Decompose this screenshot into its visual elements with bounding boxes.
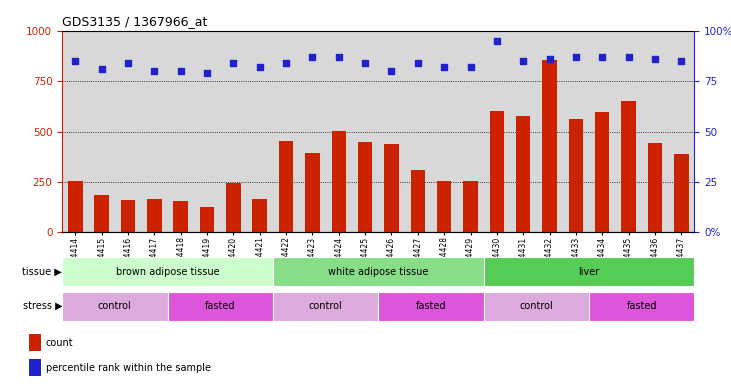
- Point: [122, 60, 134, 66]
- Point: [544, 56, 556, 62]
- Point: [439, 64, 450, 70]
- Text: stress ▶: stress ▶: [23, 301, 62, 311]
- Point: [306, 54, 318, 60]
- Bar: [484, 257, 694, 286]
- Text: percentile rank within the sample: percentile rank within the sample: [46, 362, 211, 373]
- Point: [227, 60, 239, 66]
- Bar: [29, 359, 41, 376]
- Bar: [273, 257, 484, 286]
- Text: control: control: [520, 301, 553, 311]
- Bar: [542, 60, 557, 232]
- Bar: [167, 292, 273, 321]
- Bar: [252, 199, 267, 232]
- Bar: [273, 292, 379, 321]
- Bar: [173, 201, 188, 232]
- Text: control: control: [98, 301, 132, 311]
- Text: count: count: [46, 338, 74, 348]
- Text: tissue ▶: tissue ▶: [23, 266, 62, 277]
- Point: [596, 54, 608, 60]
- Point: [623, 54, 635, 60]
- Point: [175, 68, 186, 74]
- Bar: [569, 119, 583, 232]
- Point: [359, 60, 371, 66]
- Point: [333, 54, 344, 60]
- Bar: [589, 292, 694, 321]
- Text: control: control: [308, 301, 343, 311]
- Bar: [94, 195, 109, 232]
- Text: fasted: fasted: [416, 301, 446, 311]
- Bar: [516, 116, 531, 232]
- Point: [254, 64, 265, 70]
- Bar: [411, 170, 425, 232]
- Point: [69, 58, 81, 64]
- Bar: [463, 181, 478, 232]
- Point: [412, 60, 424, 66]
- Bar: [62, 257, 273, 286]
- Point: [570, 54, 582, 60]
- Bar: [29, 334, 41, 351]
- Bar: [595, 113, 610, 232]
- Point: [465, 64, 477, 70]
- Bar: [332, 131, 346, 232]
- Point: [518, 58, 529, 64]
- Text: GDS3135 / 1367966_at: GDS3135 / 1367966_at: [62, 15, 208, 28]
- Text: brown adipose tissue: brown adipose tissue: [115, 266, 219, 277]
- Bar: [226, 183, 240, 232]
- Point: [649, 56, 661, 62]
- Bar: [484, 292, 589, 321]
- Point: [280, 60, 292, 66]
- Bar: [358, 142, 372, 232]
- Bar: [490, 111, 504, 232]
- Text: liver: liver: [578, 266, 599, 277]
- Bar: [121, 200, 135, 232]
- Point: [491, 38, 503, 44]
- Bar: [621, 101, 636, 232]
- Bar: [68, 181, 83, 232]
- Bar: [385, 144, 398, 232]
- Bar: [674, 154, 689, 232]
- Bar: [200, 207, 214, 232]
- Point: [96, 66, 107, 72]
- Bar: [437, 181, 452, 232]
- Point: [148, 68, 160, 74]
- Bar: [279, 141, 293, 232]
- Bar: [305, 153, 319, 232]
- Point: [675, 58, 687, 64]
- Bar: [648, 142, 662, 232]
- Text: fasted: fasted: [626, 301, 657, 311]
- Text: white adipose tissue: white adipose tissue: [328, 266, 428, 277]
- Point: [201, 70, 213, 76]
- Text: fasted: fasted: [205, 301, 235, 311]
- Bar: [379, 292, 484, 321]
- Bar: [147, 199, 162, 232]
- Bar: [62, 292, 167, 321]
- Point: [386, 68, 398, 74]
